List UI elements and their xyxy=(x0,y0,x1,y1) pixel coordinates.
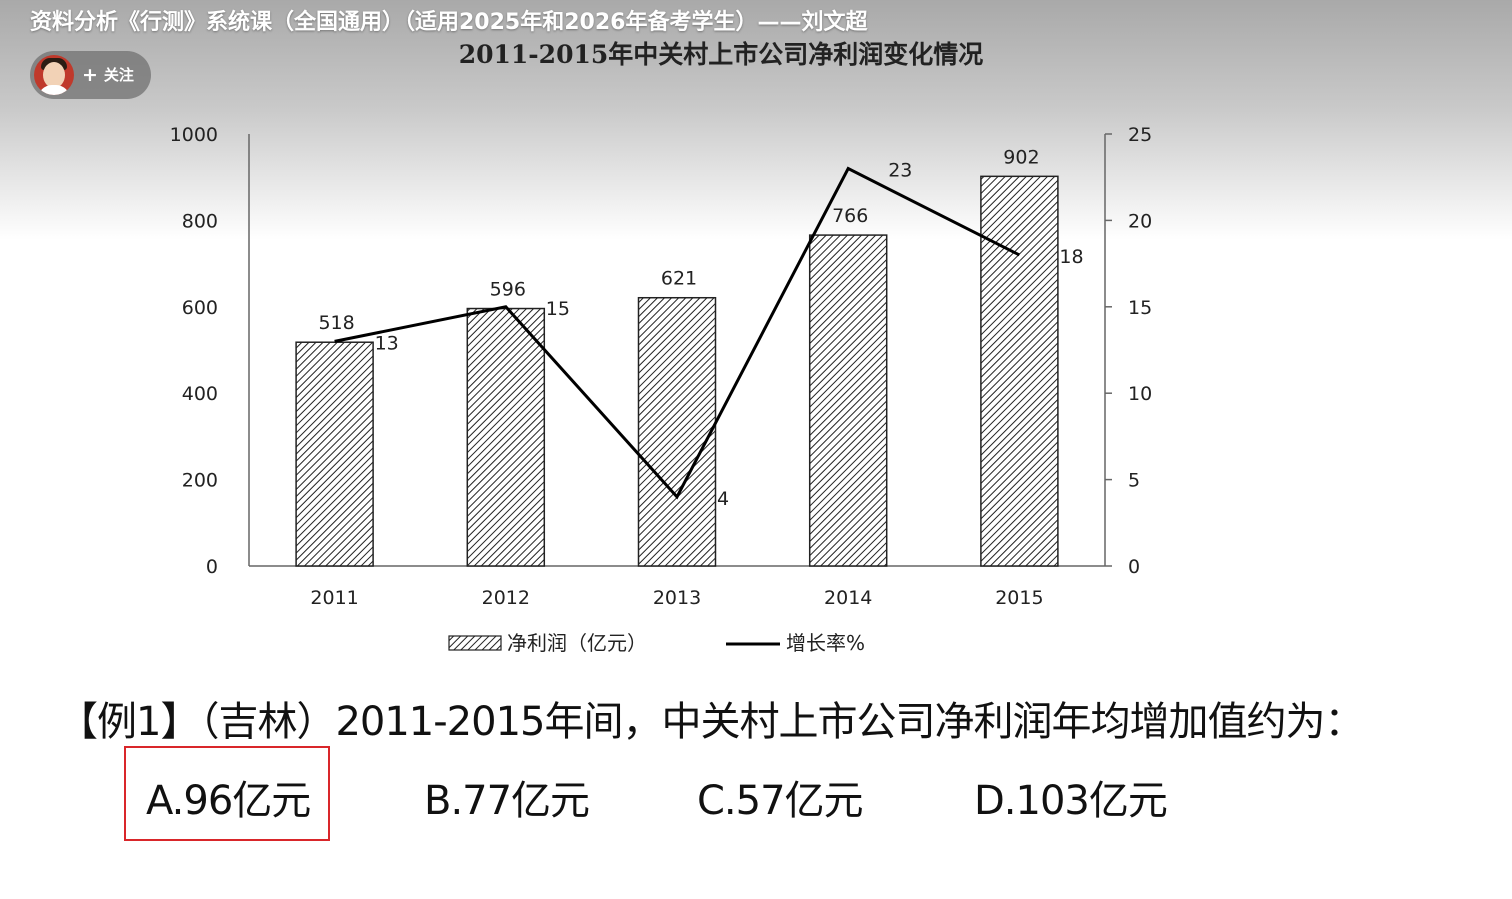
y-tick-label: 600 xyxy=(182,297,218,319)
top-gradient-overlay xyxy=(0,0,1512,240)
bar xyxy=(295,341,374,567)
selected-answer-highlight xyxy=(124,746,330,841)
video-title: 资料分析《行测》系统课（全国通用）（适用2025年和2026年备考学生）——刘文… xyxy=(30,10,868,35)
bar-data-label: 596 xyxy=(490,279,526,301)
question-text: 【例1】（吉林）2011-2015年间，中关村上市公司净利润年均增加值约为： xyxy=(58,699,1364,745)
y2-tick-label: 20 xyxy=(1128,210,1152,232)
uploader-follow-pill[interactable]: + 关注 xyxy=(30,51,151,99)
legend-line-label: 增长率% xyxy=(786,631,865,655)
y-tick-label: 0 xyxy=(206,556,218,578)
y-tick-label: 400 xyxy=(182,383,218,405)
y-tick-label: 200 xyxy=(182,470,218,492)
chart-legend: 净利润（亿元） 增长率% xyxy=(448,631,865,655)
bar-data-label: 621 xyxy=(661,268,697,290)
x-tick-label: 2011 xyxy=(310,587,358,609)
bar xyxy=(808,234,888,567)
follow-label: 关注 xyxy=(103,66,134,84)
y2-tick-label: 5 xyxy=(1128,470,1140,492)
follow-button[interactable]: + 关注 xyxy=(82,63,134,86)
option-c[interactable]: C.57亿元 xyxy=(697,778,864,824)
y2-tick-label: 15 xyxy=(1128,297,1152,319)
line-data-label: 13 xyxy=(375,332,399,354)
growth-rate-line xyxy=(334,166,1021,500)
bar xyxy=(980,175,1059,567)
y2-tick-label: 0 xyxy=(1128,556,1140,578)
y-tick-label: 1000 xyxy=(170,124,218,146)
bar xyxy=(466,307,546,567)
legend-bar-label: 净利润（亿元） xyxy=(507,631,647,655)
x-tick-label: 2015 xyxy=(995,587,1043,609)
x-tick-label: 2014 xyxy=(824,587,872,609)
plus-icon: + xyxy=(82,64,98,86)
line-data-label: 15 xyxy=(546,298,570,320)
bar-data-label: 902 xyxy=(1003,146,1039,168)
line-data-label: 23 xyxy=(888,160,912,182)
option-d[interactable]: D.103亿元 xyxy=(974,778,1168,824)
line-data-label: 4 xyxy=(717,488,729,510)
bar-data-label: 518 xyxy=(318,312,354,334)
x-tick-label: 2012 xyxy=(482,587,530,609)
y-tick-label: 800 xyxy=(182,210,218,232)
option-a[interactable]: A.96亿元 xyxy=(146,778,311,824)
bar-data-label: 766 xyxy=(832,205,868,227)
chart-title: 2011-2015年中关村上市公司净利润变化情况 xyxy=(459,40,984,69)
x-tick-label: 2013 xyxy=(653,587,701,609)
y2-tick-label: 10 xyxy=(1128,383,1152,405)
net-profit-chart: 2011-2015年中关村上市公司净利润变化情况 020040060080010… xyxy=(170,40,1153,655)
option-b[interactable]: B.77亿元 xyxy=(424,778,590,824)
uploader-avatar[interactable] xyxy=(34,55,74,95)
line-data-label: 18 xyxy=(1059,246,1083,268)
y2-tick-label: 25 xyxy=(1128,124,1152,146)
bar xyxy=(637,296,717,567)
